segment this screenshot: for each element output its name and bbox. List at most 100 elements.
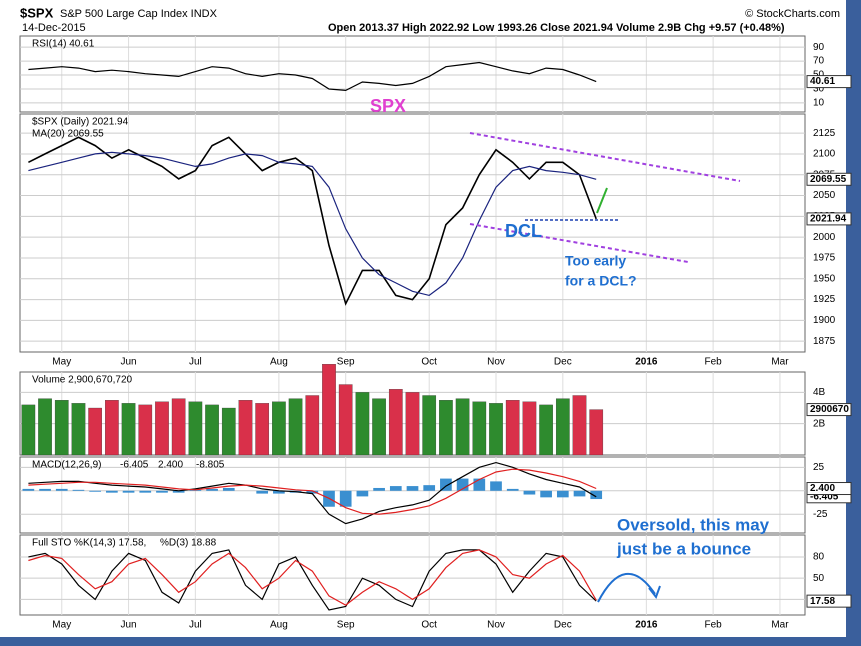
- value-tag-label: 40.61: [810, 76, 835, 87]
- panel-legend: Volume 2,900,670,720: [32, 375, 133, 386]
- histogram-bar: [89, 490, 102, 492]
- y-tick-label: 2050: [813, 190, 836, 201]
- volume-bar: [539, 404, 553, 456]
- panel-legend: $SPX (Daily) 2021.94: [32, 117, 129, 128]
- volume-bar: [505, 400, 520, 456]
- legend-value: %D(3) 18.88: [160, 538, 217, 549]
- legend-value: 2.400: [158, 460, 183, 471]
- volume-bar: [171, 398, 186, 456]
- panel-legend: RSI(14) 40.61: [32, 39, 95, 50]
- volume-bar: [338, 384, 353, 456]
- volume-bar: [322, 364, 336, 456]
- histogram-bar: [156, 490, 168, 493]
- series-line: [28, 549, 597, 606]
- series-line: [28, 468, 597, 515]
- volume-bar: [355, 392, 370, 456]
- y-tick-label: 1900: [813, 315, 836, 326]
- y-tick-label: 4B: [813, 387, 826, 398]
- volume-bar: [138, 404, 153, 456]
- x-tick-label: Dec: [554, 620, 572, 631]
- bounce-arrow: [597, 573, 656, 603]
- stats: Open 2013.37 High 2022.92 Low 1993.26 Cl…: [328, 22, 785, 34]
- x-tick-label: Jul: [189, 357, 202, 368]
- volume-bar: [121, 403, 136, 456]
- y-tick-label: 10: [813, 98, 825, 109]
- annotation: Oversold, this may: [617, 515, 770, 534]
- x-tick-label: Feb: [705, 357, 723, 368]
- x-tick-label: Feb: [705, 620, 723, 631]
- value-tag-label: -6.405: [810, 491, 839, 502]
- volume-bar: [255, 403, 270, 456]
- x-tick-label: Oct: [421, 357, 437, 368]
- series-line: [28, 461, 597, 525]
- up-stroke: [596, 187, 608, 214]
- y-tick-label: 1950: [813, 273, 836, 284]
- histogram-bar: [406, 486, 419, 491]
- volume-bar: [221, 407, 236, 456]
- x-tick-label: Mar: [771, 357, 789, 368]
- y-tick-label: -25: [813, 509, 828, 520]
- annotation: Too early: [565, 253, 626, 269]
- volume-bar: [422, 395, 437, 456]
- histogram-bar: [106, 490, 118, 493]
- y-tick-label: 1925: [813, 294, 836, 305]
- y-tick-label: 2B: [813, 418, 826, 429]
- y-tick-label: 80: [813, 552, 825, 563]
- x-tick-label: 2016: [635, 357, 658, 368]
- histogram-bar: [339, 490, 352, 507]
- value-tag: [806, 403, 852, 417]
- annotation: DCL: [505, 221, 542, 241]
- annotation: for a DCL?: [565, 273, 637, 289]
- histogram-bar: [39, 488, 51, 491]
- x-tick-label: 2016: [635, 620, 658, 631]
- histogram-bar: [523, 490, 536, 495]
- legend-value: -8.805: [196, 460, 225, 471]
- value-tag: [806, 212, 852, 226]
- value-tag: [806, 594, 852, 608]
- volume-bar: [238, 400, 253, 456]
- y-tick-label: 2125: [813, 128, 836, 139]
- x-tick-label: Jul: [189, 620, 202, 631]
- x-tick-label: Aug: [270, 357, 288, 368]
- value-tag: [806, 172, 852, 186]
- volume-bar: [38, 398, 52, 456]
- histogram-bar: [556, 490, 569, 498]
- series-line: [28, 136, 597, 306]
- volume-bar: [105, 400, 119, 456]
- subtitle: S&P 500 Large Cap Index INDX: [60, 8, 218, 20]
- histogram-bar: [206, 488, 218, 491]
- y-tick-label: 2000: [813, 232, 836, 243]
- y-tick-label: 25: [813, 462, 825, 473]
- y-tick-label: 50: [813, 573, 825, 584]
- volume-bar: [71, 403, 86, 456]
- panel: [19, 113, 806, 353]
- histogram-bar: [456, 478, 469, 491]
- x-tick-label: May: [52, 620, 71, 631]
- histogram-bar: [22, 488, 35, 491]
- y-tick-label: 1975: [813, 253, 836, 264]
- x-tick-label: Sep: [337, 620, 355, 631]
- source: © StockCharts.com: [745, 8, 840, 20]
- panel-legend: MACD(12,26,9): [32, 460, 101, 471]
- volume-bar: [305, 395, 320, 456]
- histogram-bar: [540, 490, 552, 498]
- histogram-bar: [590, 490, 603, 500]
- volume-bar: [372, 398, 386, 456]
- histogram-bar: [356, 490, 369, 497]
- x-tick-label: Nov: [487, 357, 505, 368]
- volume-bar: [489, 403, 503, 456]
- volume-bar: [388, 389, 403, 456]
- volume-bar: [54, 400, 69, 456]
- value-tag-label: 2900670: [810, 404, 849, 415]
- volume-bar: [572, 395, 587, 456]
- histogram-bar: [139, 490, 152, 493]
- x-tick-label: Jun: [121, 357, 137, 368]
- volume-bar: [272, 401, 286, 456]
- panel-legend: Full STO %K(14,3) 17.58,: [32, 538, 146, 549]
- arrow-head: [648, 585, 661, 600]
- value-tag: [806, 482, 852, 496]
- histogram-bar: [389, 486, 402, 491]
- x-tick-label: Dec: [554, 357, 572, 368]
- histogram-bar: [440, 478, 452, 491]
